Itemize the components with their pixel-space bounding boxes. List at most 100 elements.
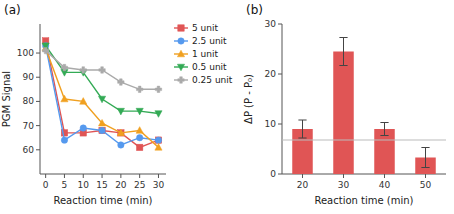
error-bars (298, 38, 429, 168)
point (98, 119, 105, 126)
point (118, 79, 124, 85)
series (42, 43, 161, 149)
reference-line (282, 139, 446, 140)
series-line (46, 51, 159, 90)
y-tick-label: 0 (270, 169, 276, 179)
x-tick-label: 0 (43, 180, 49, 190)
point (99, 67, 105, 73)
x-tick (425, 174, 426, 178)
series (42, 43, 162, 117)
x-tick (139, 174, 140, 178)
y-axis-line (40, 24, 41, 174)
point (118, 130, 124, 136)
x-axis-label: Reaction time (min) (314, 195, 413, 206)
x-tick (83, 174, 84, 178)
plot-area (42, 38, 162, 151)
y-tick-label: 30 (265, 19, 277, 29)
point (80, 125, 86, 131)
y-tick-label: 20 (265, 69, 277, 79)
y-tick (278, 124, 282, 125)
point (155, 137, 161, 143)
point (80, 98, 87, 105)
legend-marker (178, 38, 184, 44)
panel-title: (b) (246, 3, 263, 17)
y-tick (36, 53, 40, 54)
point (98, 96, 105, 103)
point (42, 47, 48, 53)
point (99, 127, 105, 133)
point (155, 137, 161, 143)
y-tick (36, 77, 40, 78)
error-bar (339, 38, 347, 66)
x-tick-label: 20 (115, 180, 127, 190)
x-tick (120, 174, 121, 178)
series (42, 47, 161, 92)
y-axis-label: PGM Signal (1, 71, 12, 127)
series-line (46, 41, 159, 147)
point (117, 108, 124, 115)
point (155, 144, 162, 151)
y-axis-line (282, 24, 283, 174)
y-tick-label: 80 (23, 96, 35, 106)
error-bar (380, 123, 388, 136)
legend-label: 0.5 unit (192, 62, 227, 72)
series-line (46, 48, 159, 147)
legend-label: 5 unit (192, 23, 218, 33)
x-tick (158, 174, 159, 178)
panel-bar: 203040500102030Reaction time (min)ΔP (P … (243, 3, 446, 206)
x-axis-line (40, 174, 166, 175)
legend-label: 1 unit (192, 49, 218, 59)
point (117, 129, 124, 136)
legend-label: 2.5 unit (192, 36, 227, 46)
plot-area (282, 38, 446, 175)
point (136, 144, 142, 150)
point (99, 127, 105, 133)
series (42, 44, 162, 150)
y-tick-label: 100 (17, 48, 34, 58)
x-tick-label: 20 (297, 180, 309, 190)
x-tick (45, 174, 46, 178)
error-bar (421, 148, 429, 168)
y-tick (278, 74, 282, 75)
x-tick-label: 10 (78, 180, 90, 190)
x-tick-label: 50 (420, 180, 432, 190)
point (61, 137, 67, 143)
x-tick (302, 174, 303, 178)
background (0, 0, 454, 214)
axes: 203040500102030Reaction time (min)ΔP (P … (243, 3, 446, 206)
y-tick-label: 60 (23, 145, 35, 155)
y-tick (36, 125, 40, 126)
y-tick-label: 10 (265, 119, 277, 129)
figure: 05101520253060708090100Reaction time (mi… (0, 0, 454, 214)
x-tick (384, 174, 385, 178)
point (155, 111, 162, 118)
y-tick (278, 174, 282, 175)
series (42, 38, 161, 151)
point (136, 108, 143, 115)
panel-line: 05101520253060708090100Reaction time (mi… (1, 3, 233, 206)
point (61, 95, 68, 102)
point (80, 67, 86, 73)
x-tick-label: 30 (338, 180, 350, 190)
y-tick-label: 90 (23, 72, 35, 82)
x-tick (102, 174, 103, 178)
point (136, 135, 142, 141)
y-tick (36, 101, 40, 102)
legend-marker (178, 25, 184, 31)
bars (292, 52, 436, 175)
point (136, 86, 142, 92)
legend: 5 unit2.5 unit1 unit0.5 unit0.25 unit (174, 23, 233, 85)
x-tick-label: 30 (153, 180, 165, 190)
y-axis-label: ΔP (P - P₀) (243, 74, 254, 124)
y-tick (278, 24, 282, 25)
error-bar (298, 120, 306, 138)
x-tick-label: 5 (62, 180, 68, 190)
panel-title: (a) (4, 3, 21, 17)
legend-marker (177, 64, 184, 71)
x-tick (343, 174, 344, 178)
series-line (46, 46, 159, 114)
x-axis-label: Reaction time (min) (53, 195, 152, 206)
point (118, 142, 124, 148)
point (155, 86, 161, 92)
x-tick-label: 25 (134, 180, 145, 190)
